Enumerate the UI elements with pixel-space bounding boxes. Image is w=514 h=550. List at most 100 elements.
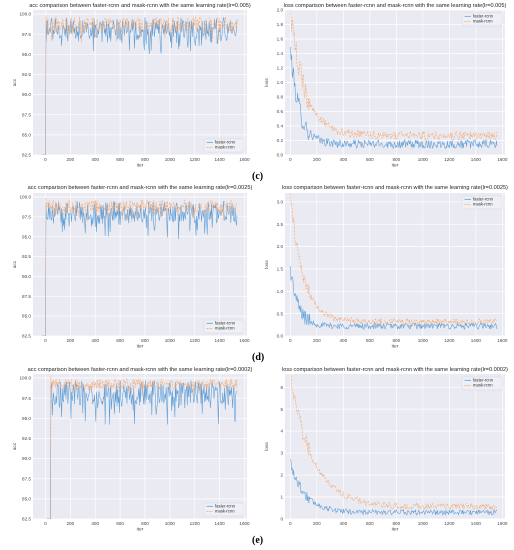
y-tick-label: 0.0	[277, 153, 284, 158]
y-tick-label: 92.5	[22, 72, 31, 77]
plot-area	[33, 374, 247, 519]
y-tick-label: 100.0	[20, 376, 32, 381]
y-axis-label: loss	[264, 260, 270, 269]
y-tick-label: 95.0	[22, 416, 31, 421]
x-tick-label: 800	[392, 338, 400, 343]
x-axis-label: iter	[392, 527, 399, 533]
chart-5: 0 200 400 600 800 1000 1200 1400 1600 82.5 85.0 87.…	[13, 367, 252, 533]
x-tick-label: 1400	[215, 521, 226, 526]
x-tick-label: 0	[289, 157, 292, 162]
y-tick-label: 85.0	[22, 314, 31, 319]
x-tick-label: 400	[339, 157, 347, 162]
panel-label-d: (d)	[252, 352, 265, 363]
x-tick-label: 600	[116, 521, 124, 526]
x-tick-label: 1000	[418, 157, 429, 162]
y-tick-label: 82.5	[22, 153, 31, 158]
x-tick-label: 1600	[239, 521, 250, 526]
x-tick-label: 200	[66, 338, 74, 343]
x-tick-label: 600	[116, 157, 124, 162]
series-line-faster-rcnn	[290, 46, 498, 150]
y-tick-label: 100.0	[20, 12, 32, 17]
y-tick-label: 100.0	[20, 195, 32, 200]
legend-label: faster-rcnn	[215, 321, 236, 326]
x-axis-label: iter	[137, 527, 144, 533]
y-axis-label: acc	[13, 78, 18, 86]
x-tick-label: 400	[91, 157, 99, 162]
x-axis-label: iter	[392, 163, 399, 169]
legend-label: mask-rcnn	[473, 19, 493, 24]
x-tick-label: 600	[116, 338, 124, 343]
x-axis-label: iter	[137, 344, 144, 350]
series-line-mask-rcnn	[290, 10, 498, 141]
legend-label: mask-rcnn	[473, 202, 493, 207]
x-tick-label: 1000	[418, 521, 429, 526]
y-axis-label: acc	[13, 260, 18, 268]
chart-title: acc comparison between faster-rcnn and m…	[29, 3, 251, 9]
series-line-mask-rcnn	[46, 375, 238, 519]
series-line-faster-rcnn	[290, 266, 498, 330]
y-tick-label: 92.5	[22, 436, 31, 441]
y-tick-label: 4	[280, 429, 283, 434]
x-tick-label: 0	[44, 157, 47, 162]
x-tick-label: 600	[366, 338, 374, 343]
y-axis-label: loss	[264, 78, 270, 87]
x-tick-label: 1200	[444, 338, 455, 343]
x-tick-label: 1200	[190, 338, 201, 343]
x-tick-label: 1400	[471, 157, 482, 162]
y-tick-label: 1.4	[277, 51, 284, 56]
y-tick-label: 1.2	[277, 66, 284, 71]
x-tick-label: 800	[141, 338, 149, 343]
x-tick-label: 200	[66, 521, 74, 526]
legend-label: faster-rcnn	[473, 14, 494, 19]
y-tick-label: 1	[280, 495, 283, 500]
y-tick-label: 2.5	[277, 222, 284, 227]
x-tick-label: 1600	[497, 338, 508, 343]
legend-label: mask-rcnn	[473, 383, 493, 388]
legend-label: faster-rcnn	[473, 197, 494, 202]
x-tick-label: 400	[339, 521, 347, 526]
x-tick-label: 1000	[165, 521, 176, 526]
y-tick-label: 5	[280, 407, 283, 412]
y-tick-label: 95.0	[22, 234, 31, 239]
x-tick-label: 200	[313, 157, 321, 162]
x-tick-label: 1400	[471, 338, 482, 343]
y-tick-label: 90.0	[22, 274, 31, 279]
y-tick-label: 3	[280, 451, 283, 456]
x-tick-label: 1400	[215, 338, 226, 343]
chart-title: acc comparison between faster-rcnn and m…	[28, 367, 253, 373]
legend-label: faster-rcnn	[215, 504, 236, 509]
x-tick-label: 1400	[215, 157, 226, 162]
x-tick-label: 600	[366, 157, 374, 162]
chart-title: loss comparison between faster-rcnn and …	[282, 367, 508, 373]
legend-label: mask-rcnn	[215, 326, 235, 331]
x-tick-label: 800	[392, 521, 400, 526]
chart-4: 0 200 400 600 800 1000 1200 1400 1600 0.0 0.5 1.0 1.…	[264, 185, 508, 350]
x-tick-label: 0	[44, 338, 47, 343]
x-tick-label: 1600	[239, 157, 250, 162]
y-axis-label: loss	[264, 442, 270, 451]
x-tick-label: 200	[66, 157, 74, 162]
legend-label: mask-rcnn	[215, 509, 235, 514]
legend-label: mask-rcnn	[215, 145, 235, 150]
y-tick-label: 1.8	[277, 22, 284, 27]
x-tick-label: 1000	[165, 157, 176, 162]
x-axis-label: iter	[392, 344, 399, 350]
legend-label: faster-rcnn	[215, 140, 236, 145]
y-tick-label: 0.5	[277, 311, 284, 316]
chart-title: loss comparison between faster-rcnn and …	[284, 3, 507, 9]
panel-label-e: (e)	[252, 535, 264, 546]
y-tick-label: 82.5	[22, 334, 31, 339]
x-tick-label: 800	[392, 157, 400, 162]
x-tick-label: 1600	[497, 157, 508, 162]
y-tick-label: 1.0	[277, 289, 284, 294]
y-tick-label: 6	[280, 385, 283, 390]
series-line-faster-rcnn	[290, 459, 498, 516]
plot-area	[285, 374, 505, 519]
panel-label-c: (c)	[252, 171, 264, 182]
